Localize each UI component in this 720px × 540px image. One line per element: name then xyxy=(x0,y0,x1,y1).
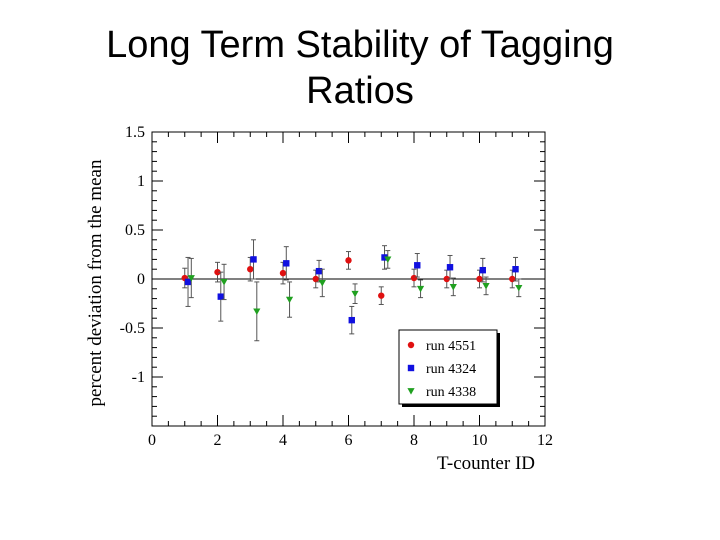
data-point xyxy=(283,260,290,267)
data-point xyxy=(312,275,319,283)
data-point xyxy=(250,256,257,263)
legend-box xyxy=(398,329,498,405)
data-point xyxy=(414,262,421,269)
x-tick-label: 0 xyxy=(148,432,156,449)
data-point xyxy=(184,278,192,286)
x-tick-label: 12 xyxy=(537,432,553,449)
data-point xyxy=(416,285,425,293)
data-point xyxy=(348,316,355,324)
y-tick-label: 1.5 xyxy=(125,124,145,141)
data-point xyxy=(247,266,254,273)
data-point xyxy=(345,257,352,264)
data-point xyxy=(512,266,519,273)
data-point xyxy=(482,282,490,290)
y-tick-label: 1 xyxy=(137,173,145,190)
legend-marker xyxy=(407,364,415,372)
x-axis-label: T-counter ID xyxy=(437,453,535,474)
legend-label: run 4338 xyxy=(426,385,476,400)
y-tick-label: -0.5 xyxy=(120,320,145,337)
data-point xyxy=(253,308,261,315)
legend-marker xyxy=(407,388,415,395)
data-point xyxy=(285,296,294,304)
data-point xyxy=(217,293,224,300)
data-point xyxy=(384,256,392,263)
data-point xyxy=(446,264,454,271)
data-point xyxy=(214,268,221,276)
x-tick-label: 10 xyxy=(472,432,488,449)
legend-label: run 4324 xyxy=(426,362,476,377)
series-run-4338 xyxy=(187,250,523,342)
data-point xyxy=(476,275,483,283)
data-point xyxy=(443,275,450,283)
y-tick-label: -1 xyxy=(132,369,145,386)
series-run-4551 xyxy=(181,251,516,305)
y-axis-label: percent deviation from the mean xyxy=(85,159,106,406)
data-point xyxy=(315,267,323,275)
x-tick-label: 4 xyxy=(279,432,287,449)
x-tick-label: 6 xyxy=(345,432,353,449)
data-point xyxy=(351,290,359,298)
y-tick-label: 0 xyxy=(137,271,145,288)
x-tick-label: 2 xyxy=(214,432,222,449)
data-point xyxy=(479,266,486,274)
data-point xyxy=(378,292,385,299)
series-run-4324 xyxy=(184,239,519,335)
slide-title: Long Term Stability of Tagging Ratios xyxy=(0,22,720,114)
y-tick-label: 0.5 xyxy=(125,222,145,239)
data-point xyxy=(187,275,195,282)
data-point xyxy=(410,274,418,282)
slide-title-line-2: Ratios xyxy=(306,70,414,112)
slide-title-line-1: Long Term Stability of Tagging xyxy=(106,24,614,66)
data-point xyxy=(279,269,287,277)
data-point xyxy=(449,283,457,291)
data-point xyxy=(515,284,523,292)
data-point xyxy=(220,279,228,286)
legend-label: run 4551 xyxy=(426,339,476,354)
data-point xyxy=(318,280,326,287)
legend-marker xyxy=(407,341,415,349)
x-tick-label: 8 xyxy=(410,432,418,449)
data-point xyxy=(381,254,388,261)
